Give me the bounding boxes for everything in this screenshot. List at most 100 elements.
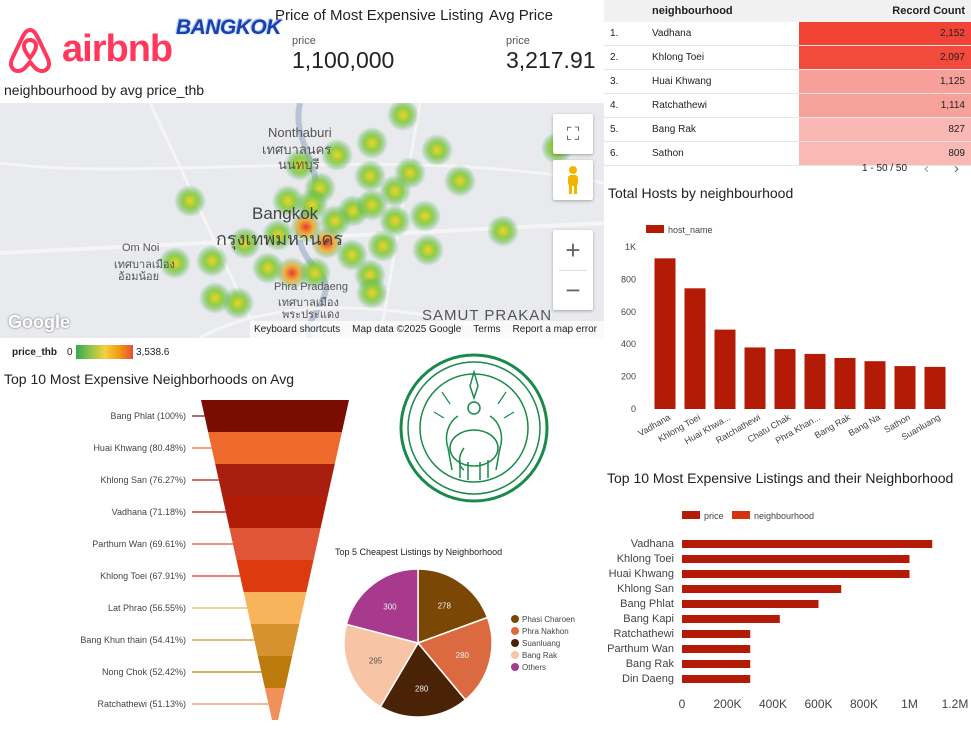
table-row[interactable]: 6. Sathon 809 (604, 141, 971, 166)
bar-listing-price[interactable] (682, 645, 751, 653)
pie-legend-label: Bang Rak (522, 651, 558, 660)
table-row[interactable]: 2. Khlong Toei 2,097 (604, 45, 971, 70)
pie-slice[interactable] (343, 623, 420, 708)
bar-listing-price[interactable] (682, 630, 751, 638)
neighbourhood-header[interactable]: neighbourhood (646, 0, 799, 22)
pie-legend-swatch (511, 627, 519, 635)
funnel-label: Nong Chok (52.42%) (102, 667, 186, 677)
row-rank: 3. (604, 69, 646, 94)
bar-hosts[interactable] (714, 329, 736, 409)
pie-slice[interactable] (345, 568, 419, 644)
heat-point (487, 215, 519, 247)
table-row[interactable]: 1. Vadhana 2,152 (604, 22, 971, 46)
heat-point (356, 127, 388, 159)
keyboard-shortcuts-link[interactable]: Keyboard shortcuts (254, 324, 341, 335)
kpi-avg-title: Avg Price (489, 7, 553, 24)
funnel-segment[interactable] (215, 464, 335, 496)
listings-chart-title: Top 10 Most Expensive Listings and their… (607, 470, 954, 486)
funnel-segment[interactable] (257, 656, 293, 688)
heat-point (276, 257, 308, 289)
row-neighbourhood: Ratchathewi (646, 93, 799, 118)
heat-point (421, 134, 453, 166)
table-row[interactable]: 3. Huai Khwang 1,125 (604, 69, 971, 94)
legend-min: 0 (67, 347, 73, 358)
bar-listing-price[interactable] (682, 585, 842, 593)
funnel-segment[interactable] (222, 496, 328, 528)
funnel-segment[interactable] (208, 432, 342, 464)
row-neighbourhood: Sathon (646, 141, 799, 166)
heat-point (262, 219, 294, 251)
y-tick-label: 800 (621, 274, 636, 284)
pie-legend-swatch (511, 615, 519, 623)
bar-hosts[interactable] (774, 349, 796, 409)
funnel-segment[interactable] (264, 688, 286, 720)
zoom-out-button[interactable]: − (553, 271, 593, 310)
bar-listing-price[interactable] (682, 555, 910, 563)
pegman-icon (568, 166, 578, 194)
table-row[interactable]: 5. Bang Rak 827 (604, 117, 971, 142)
legend-label-price: price (704, 511, 724, 521)
kpi-avg-label: price (506, 35, 530, 47)
terms-link[interactable]: Terms (473, 324, 501, 335)
map-base (0, 103, 604, 338)
bar-listing-price[interactable] (682, 615, 780, 623)
report-error-link[interactable]: Report a map error (512, 324, 598, 335)
heat-point (229, 227, 261, 259)
bar-listing-price[interactable] (682, 540, 933, 548)
bar-hosts[interactable] (684, 288, 706, 409)
bar-listing-price[interactable] (682, 570, 910, 578)
x-tick-label: 600K (804, 697, 832, 711)
bar-hosts[interactable] (744, 347, 766, 409)
record-count-header[interactable]: Record Count (799, 0, 971, 22)
bar-hosts[interactable] (834, 357, 856, 409)
row-rank: 1. (604, 22, 646, 46)
bar-hosts[interactable] (804, 353, 826, 409)
pie-slice[interactable] (417, 568, 489, 645)
heat-point (321, 139, 353, 171)
map-footer: Keyboard shortcuts Map data ©2025 Google… (250, 321, 604, 338)
bar-hosts[interactable] (864, 361, 886, 409)
funnel-segment[interactable] (236, 560, 314, 592)
funnel-segment[interactable] (201, 400, 349, 432)
pie-legend-label: Suanluang (522, 639, 560, 648)
bar-hosts[interactable] (654, 258, 676, 409)
map-title: neighbourhood by avg price_thb (4, 82, 205, 98)
table-row[interactable]: 4. Ratchathewi 1,114 (604, 93, 971, 118)
rank-header (604, 0, 646, 22)
kpi-max-value: 1,100,000 (292, 47, 395, 73)
airbnb-wordmark: airbnb (62, 28, 173, 70)
bar-hosts[interactable] (894, 366, 916, 409)
pie-slice[interactable] (416, 616, 493, 701)
heatmap-map[interactable]: Nonthaburi เทศบาลนคร นนทบุรี Bangkok กรุ… (0, 103, 604, 338)
pie-legend-label: Phra Nakhon (522, 627, 569, 636)
map-label-phrapradaeng-th1: เทศบาลเมือง (278, 297, 339, 309)
bar-listing-price[interactable] (682, 675, 751, 683)
google-logo: Google (8, 312, 70, 332)
zoom-in-button[interactable]: + (553, 230, 593, 270)
funnel-segment[interactable] (243, 592, 307, 624)
pagination: 1 - 50 / 50 ‹ › (604, 160, 971, 181)
funnel-segment[interactable] (229, 528, 321, 560)
map-label-nonthaburi-th1: เทศบาลนคร (262, 142, 332, 157)
row-neighbourhood: Bang Rak (646, 117, 799, 142)
pegman-button[interactable] (553, 160, 593, 200)
map-label-bangkok-th: กรุงเทพมหานคร (216, 229, 344, 249)
fullscreen-button[interactable]: ⛶ (553, 114, 593, 154)
pie-slice[interactable] (379, 641, 467, 718)
x-tick-label: 1M (901, 697, 918, 711)
minus-icon: − (565, 275, 581, 305)
chevron-left-icon: ‹ (924, 160, 929, 177)
funnel-segment[interactable] (250, 624, 300, 656)
y-category-label: Vadhana (631, 538, 675, 550)
bar-listing-price[interactable] (682, 660, 751, 668)
map-label-omnoi-th2: อ้อมน้อย (118, 271, 160, 283)
next-page-button[interactable]: › (954, 160, 959, 177)
prev-page-button[interactable]: ‹ (924, 160, 929, 177)
funnel-chart-title: Top 10 Most Expensive Neighborhoods on A… (4, 371, 295, 387)
chevron-right-icon: › (954, 160, 959, 177)
bar-hosts[interactable] (924, 366, 946, 409)
legend-gradient (76, 345, 133, 359)
bar-listing-price[interactable] (682, 600, 819, 608)
airbnb-logo (4, 24, 56, 81)
